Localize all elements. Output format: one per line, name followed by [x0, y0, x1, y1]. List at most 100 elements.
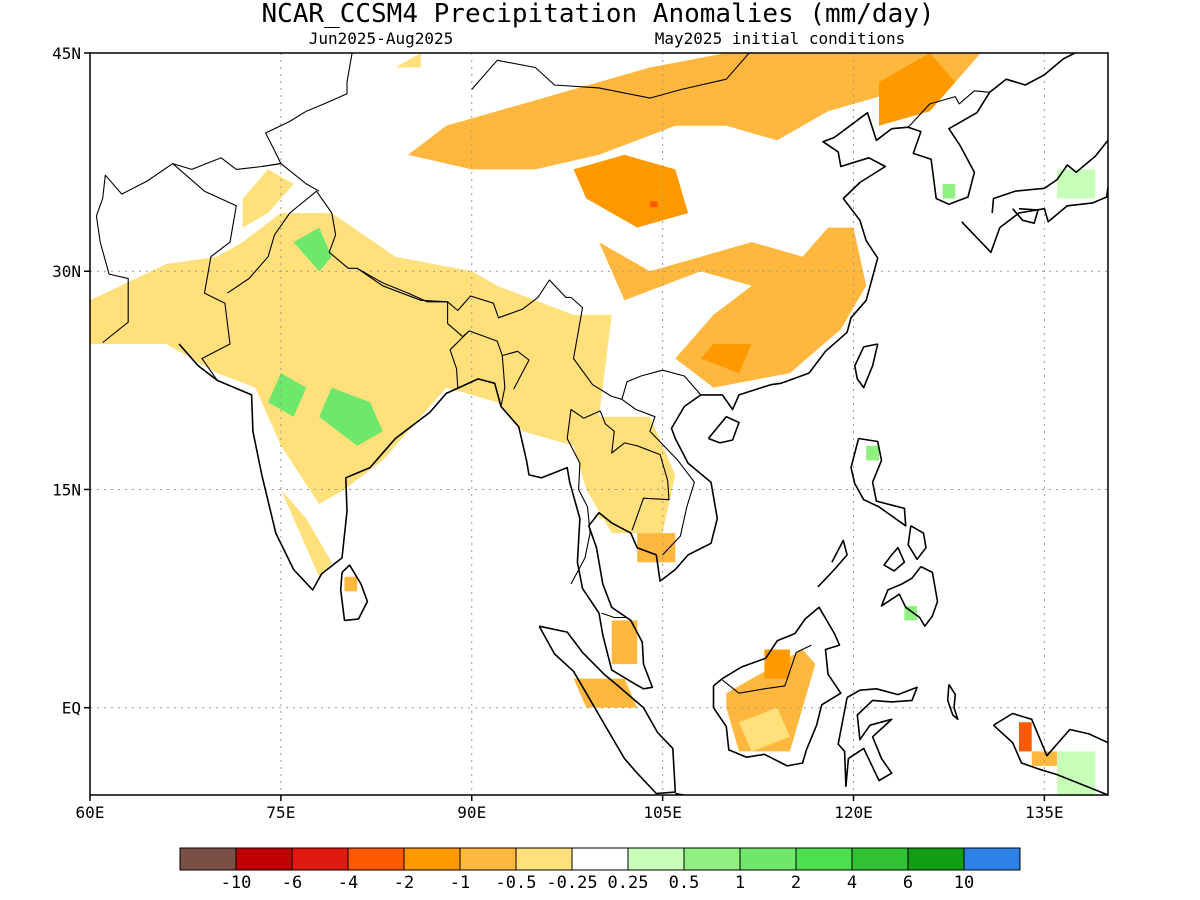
lon-tick-label-0: 60E: [76, 803, 105, 822]
lon-tick-label-4: 120E: [834, 803, 873, 822]
colorbar-label-3: -2: [394, 873, 414, 893]
coastline-14: [992, 724, 1108, 795]
anomaly-region-17: [573, 678, 638, 708]
anomaly-region-10: [242, 169, 294, 228]
border-10: [261, 163, 320, 192]
coastline-10: [907, 525, 927, 561]
colorbar: -10 -6 -4 -2 -1 -0.5 -0.25 0.25 0.5 1 2 4 6 10: [179, 847, 1021, 893]
coastline-7: [880, 565, 939, 628]
anomaly-region-19: [739, 707, 790, 752]
border-1: [172, 163, 237, 381]
anomaly-region-23: [1057, 751, 1096, 795]
border-0: [95, 53, 353, 343]
colorbar-label-2: -4: [338, 873, 358, 893]
anomaly-region-4: [408, 53, 981, 170]
coastline-9: [883, 546, 906, 572]
border-15: [722, 644, 812, 694]
coastline-1: [339, 564, 369, 622]
colorbar-label-6: -0.25: [546, 873, 597, 893]
lat-tick-label-0: 45N: [52, 44, 81, 63]
border-2: [227, 190, 702, 400]
anomaly-region-16: [611, 620, 638, 665]
colorbar-label-1: -6: [282, 873, 302, 893]
lon-tick-label-1: 75E: [266, 803, 295, 822]
colorbar-label-12: 6: [903, 873, 913, 893]
colorbar-swatch-7: [571, 847, 629, 871]
colorbar-label-0: -10: [221, 873, 252, 893]
colorbar-swatch-13: [907, 847, 965, 871]
coastline-4: [712, 606, 842, 767]
lat-tick-label-3: EQ: [62, 699, 81, 718]
coastline-2: [538, 625, 677, 795]
colorbar-swatch-3: [347, 847, 405, 871]
forecast-period: Jun2025-Aug2025: [309, 29, 454, 48]
anomaly-region-26: [942, 183, 956, 199]
anomaly-region-12: [280, 489, 332, 577]
colorbar-swatch-5: [459, 847, 517, 871]
border-3: [447, 301, 506, 407]
colorbar-label-11: 4: [847, 873, 857, 893]
lat-tick-label-2: 15N: [52, 480, 81, 499]
border-6: [599, 410, 670, 531]
lat-tick-label-1: 30N: [52, 262, 81, 281]
coastline-15: [946, 683, 959, 721]
anomaly-layer: [90, 53, 1096, 795]
colorbar-label-7: 0.25: [608, 873, 649, 893]
anomaly-region-2: [319, 387, 383, 446]
coastline-17: [991, 139, 1108, 214]
coastline-8: [817, 539, 848, 588]
border-7: [621, 398, 695, 556]
anomaly-region-0: [90, 213, 676, 534]
border-13: [471, 53, 750, 99]
longitude-axis: 60E 75E 90E 105E 120E 135E: [76, 795, 1064, 822]
anomaly-region-20: [764, 649, 790, 679]
latitude-axis: 45N 30N 15N EQ: [52, 44, 90, 718]
initial-conditions: May2025 initial conditions: [655, 29, 905, 48]
colorbar-swatch-14: [963, 847, 1021, 871]
colorbar-swatch-6: [515, 847, 573, 871]
colorbar-label-8: 0.5: [669, 873, 700, 893]
colorbar-swatch-8: [627, 847, 685, 871]
anomaly-region-5: [599, 227, 867, 388]
anomaly-region-22: [1031, 751, 1058, 766]
coastline-6: [850, 437, 907, 527]
colorbar-swatch-0: [179, 847, 237, 871]
anomaly-region-14: [599, 489, 650, 519]
country-borders: [95, 53, 990, 694]
coastline-12: [707, 415, 740, 444]
anomaly-region-27: [1057, 169, 1096, 199]
anomaly-region-9: [649, 201, 658, 208]
anomaly-region-11: [395, 53, 421, 68]
coastline-5: [837, 686, 918, 788]
graticule: [90, 53, 1108, 795]
anomaly-region-15: [637, 533, 676, 563]
colorbar-swatch-9: [683, 847, 741, 871]
colorbar-label-4: -1: [450, 873, 470, 893]
lon-tick-label-5: 135E: [1025, 803, 1064, 822]
coastline-11: [853, 343, 879, 389]
coastline-13: [993, 712, 1108, 757]
anomaly-region-6: [573, 154, 689, 228]
map-frame: [89, 52, 1109, 796]
anomaly-region-8: [700, 344, 752, 374]
border-11: [356, 267, 448, 303]
border-8: [566, 408, 601, 585]
colorbar-label-5: -0.5: [496, 873, 537, 893]
anomaly-region-7: [879, 53, 956, 126]
border-4: [449, 330, 470, 388]
colorbar-label-9: 1: [735, 873, 745, 893]
map-title: NCAR_CCSM4 Precipitation Anomalies (mm/d…: [261, 0, 934, 29]
colorbar-label-13: 10: [954, 873, 974, 893]
coastline-3: [675, 792, 688, 795]
border-9: [601, 612, 626, 619]
colorbar-label-10: 2: [791, 873, 801, 893]
anomaly-region-21: [1018, 722, 1032, 752]
anomaly-region-13: [344, 576, 358, 592]
colorbar-swatch-10: [739, 847, 797, 871]
colorbar-swatch-2: [291, 847, 349, 871]
anomaly-region-1: [293, 227, 332, 272]
coastlines: [178, 53, 1108, 795]
map-plot-area: [90, 53, 1108, 795]
colorbar-swatch-1: [235, 847, 293, 871]
